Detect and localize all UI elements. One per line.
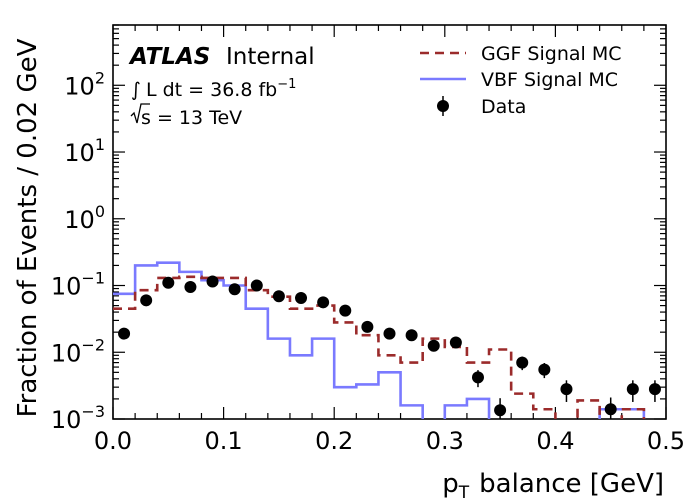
y-tick-label: 10−2 bbox=[51, 335, 105, 367]
data-point bbox=[427, 339, 440, 352]
data-point bbox=[206, 275, 219, 288]
data-point bbox=[361, 320, 374, 333]
x-axis-label-text: balance [GeV] bbox=[479, 469, 664, 499]
x-axis-label: pT balance [GeV] bbox=[442, 469, 664, 500]
data-point bbox=[250, 279, 263, 292]
y-tick-label: 100 bbox=[64, 202, 105, 234]
data-point bbox=[471, 371, 484, 384]
luminosity-text: L dt = 36.8 fb bbox=[146, 79, 277, 101]
data-point bbox=[516, 356, 529, 369]
luminosity-exponent: −1 bbox=[277, 77, 296, 92]
data-point bbox=[228, 283, 241, 296]
data-point bbox=[272, 290, 285, 303]
data-point bbox=[494, 404, 507, 417]
data-point bbox=[405, 329, 418, 342]
x-axis-label-subscript: T bbox=[458, 483, 470, 500]
status-label: Internal bbox=[226, 44, 315, 70]
data-point bbox=[162, 276, 175, 289]
series-layer bbox=[113, 261, 661, 419]
luminosity-label: L dt = 36.8 fb−1 bbox=[146, 77, 296, 101]
legend: GGF Signal MC VBF Signal MC Data bbox=[420, 43, 621, 118]
data-point bbox=[648, 383, 661, 396]
data-point bbox=[383, 327, 396, 340]
x-tick-label: 0.4 bbox=[536, 427, 574, 455]
data-point bbox=[339, 304, 352, 317]
x-tick-label: 0.0 bbox=[94, 427, 132, 455]
data-point bbox=[626, 383, 639, 396]
ggf-signal-histogram bbox=[113, 275, 646, 419]
legend-data-marker bbox=[437, 100, 449, 112]
x-tick-labels: 0.0 0.1 0.2 0.3 0.4 0.5 bbox=[94, 427, 685, 455]
minor-ticks bbox=[113, 24, 666, 419]
x-tick-label: 0.5 bbox=[647, 427, 685, 455]
data-point bbox=[560, 383, 573, 396]
y-tick-labels: 102 101 100 10−1 10−2 10−3 bbox=[51, 68, 105, 434]
y-tick-label: 102 bbox=[64, 68, 105, 100]
energy-label: s = 13 TeV bbox=[141, 107, 242, 129]
data-point bbox=[604, 403, 617, 416]
y-axis-label: Fraction of Events / 0.02 GeV bbox=[13, 38, 43, 417]
vbf-signal-histogram bbox=[113, 261, 646, 419]
legend-data-label: Data bbox=[481, 96, 526, 118]
data-point bbox=[538, 363, 551, 376]
x-tick-label: 0.1 bbox=[205, 427, 243, 455]
legend-vbf-label: VBF Signal MC bbox=[481, 69, 618, 91]
experiment-label: ATLAS bbox=[128, 44, 210, 70]
data-point bbox=[295, 291, 308, 304]
y-tick-label: 10−3 bbox=[51, 402, 105, 434]
data-point bbox=[140, 294, 153, 307]
integral-sign: ∫ bbox=[131, 79, 141, 101]
data-point bbox=[317, 296, 330, 309]
y-tick-label: 10−1 bbox=[51, 269, 105, 301]
data-point bbox=[118, 327, 131, 340]
data-point bbox=[449, 336, 462, 349]
x-tick-label: 0.3 bbox=[426, 427, 464, 455]
x-tick-label: 0.2 bbox=[315, 427, 353, 455]
sqrt-symbol bbox=[130, 103, 150, 124]
y-tick-label: 101 bbox=[64, 135, 105, 167]
legend-ggf-label: GGF Signal MC bbox=[481, 43, 621, 65]
data-point bbox=[184, 280, 197, 293]
